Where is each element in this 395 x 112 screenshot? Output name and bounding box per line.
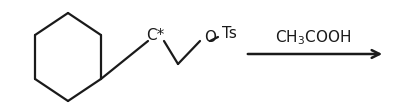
Text: C*: C*: [146, 27, 164, 42]
Text: CH$_3$COOH: CH$_3$COOH: [275, 28, 351, 47]
Text: O: O: [204, 29, 216, 44]
Text: Ts: Ts: [222, 25, 237, 40]
